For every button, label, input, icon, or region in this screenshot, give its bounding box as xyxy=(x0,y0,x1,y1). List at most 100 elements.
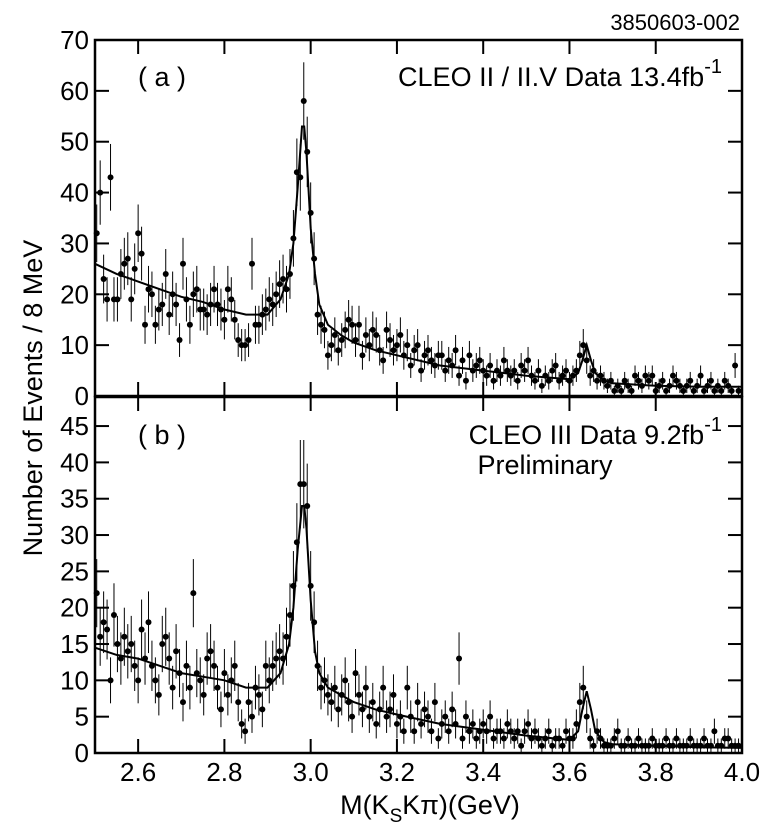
data-point xyxy=(569,372,576,379)
data-point xyxy=(238,720,245,727)
data-point xyxy=(183,296,190,303)
data-point xyxy=(97,633,104,640)
data-point xyxy=(190,590,197,597)
data-point xyxy=(666,382,673,389)
x-tick-label: 3.6 xyxy=(551,757,587,787)
data-point xyxy=(424,347,431,354)
data-point xyxy=(552,362,559,369)
y-tick-label: 15 xyxy=(60,629,89,659)
y-tick-label: 35 xyxy=(60,484,89,514)
data-point xyxy=(718,387,725,394)
x-label-subscript: S xyxy=(390,806,403,827)
data-point xyxy=(594,377,601,384)
data-point xyxy=(231,662,238,669)
data-point xyxy=(190,291,197,298)
panel-subtitle: Preliminary xyxy=(477,450,613,480)
data-point xyxy=(393,342,400,349)
data-point xyxy=(642,372,649,379)
data-point xyxy=(607,377,614,384)
data-point xyxy=(152,677,159,684)
data-point xyxy=(183,662,190,669)
data-point xyxy=(494,367,501,374)
data-point xyxy=(314,311,321,318)
data-point xyxy=(193,670,200,677)
data-point xyxy=(228,296,235,303)
data-point xyxy=(393,720,400,727)
data-point xyxy=(331,331,338,338)
data-point xyxy=(335,706,342,713)
data-point xyxy=(286,270,293,277)
data-point xyxy=(442,367,449,374)
data-point xyxy=(511,735,518,742)
data-point xyxy=(587,735,594,742)
data-point xyxy=(131,662,138,669)
data-point xyxy=(504,367,511,374)
data-point xyxy=(480,367,487,374)
data-point xyxy=(449,706,456,713)
x-tick-label: 3.8 xyxy=(638,757,674,787)
data-point xyxy=(349,321,356,328)
data-point xyxy=(321,677,328,684)
data-point xyxy=(528,735,535,742)
data-point xyxy=(411,347,418,354)
data-point xyxy=(331,684,338,691)
data-point xyxy=(214,301,221,308)
data-point xyxy=(376,706,383,713)
data-point xyxy=(514,377,521,384)
data-point xyxy=(197,677,204,684)
data-point xyxy=(176,670,183,677)
data-point xyxy=(404,342,411,349)
data-point xyxy=(531,377,538,384)
y-tick-label: 70 xyxy=(60,25,89,55)
data-point xyxy=(528,372,535,379)
data-point xyxy=(535,735,542,742)
data-point xyxy=(124,648,131,655)
data-point xyxy=(307,209,314,216)
x-tick-label: 2.6 xyxy=(120,757,156,787)
plot-frame xyxy=(93,395,744,755)
data-point xyxy=(328,342,335,349)
data-point xyxy=(166,311,173,318)
data-point xyxy=(597,735,604,742)
data-point xyxy=(159,641,166,648)
data-point xyxy=(659,742,666,749)
data-point xyxy=(366,713,373,720)
data-point xyxy=(359,706,366,713)
data-point xyxy=(362,331,369,338)
data-point xyxy=(217,706,224,713)
data-point xyxy=(362,684,369,691)
data-point xyxy=(569,735,576,742)
data-point xyxy=(632,742,639,749)
data-point xyxy=(200,306,207,313)
data-point xyxy=(155,306,162,313)
data-point xyxy=(473,362,480,369)
data-point xyxy=(293,169,300,176)
y-tick-label: 40 xyxy=(60,447,89,477)
data-point xyxy=(93,230,100,237)
data-point xyxy=(483,728,490,735)
data-point xyxy=(259,311,266,318)
y-tick-label: 50 xyxy=(60,127,89,157)
data-point xyxy=(652,387,659,394)
data-point xyxy=(255,691,262,698)
data-point xyxy=(549,742,556,749)
data-point xyxy=(121,633,128,640)
data-point xyxy=(355,691,362,698)
data-point xyxy=(714,382,721,389)
data-point xyxy=(573,720,580,727)
data-point xyxy=(649,735,656,742)
panel-label: ( a ) xyxy=(138,62,186,92)
data-point xyxy=(400,728,407,735)
data-point xyxy=(286,611,293,618)
data-point xyxy=(266,677,273,684)
data-point xyxy=(625,735,632,742)
data-point xyxy=(318,321,325,328)
data-point xyxy=(707,742,714,749)
data-point xyxy=(304,148,311,155)
data-point xyxy=(421,352,428,359)
data-point xyxy=(663,387,670,394)
data-point xyxy=(445,728,452,735)
data-point xyxy=(449,362,456,369)
data-point xyxy=(428,357,435,364)
